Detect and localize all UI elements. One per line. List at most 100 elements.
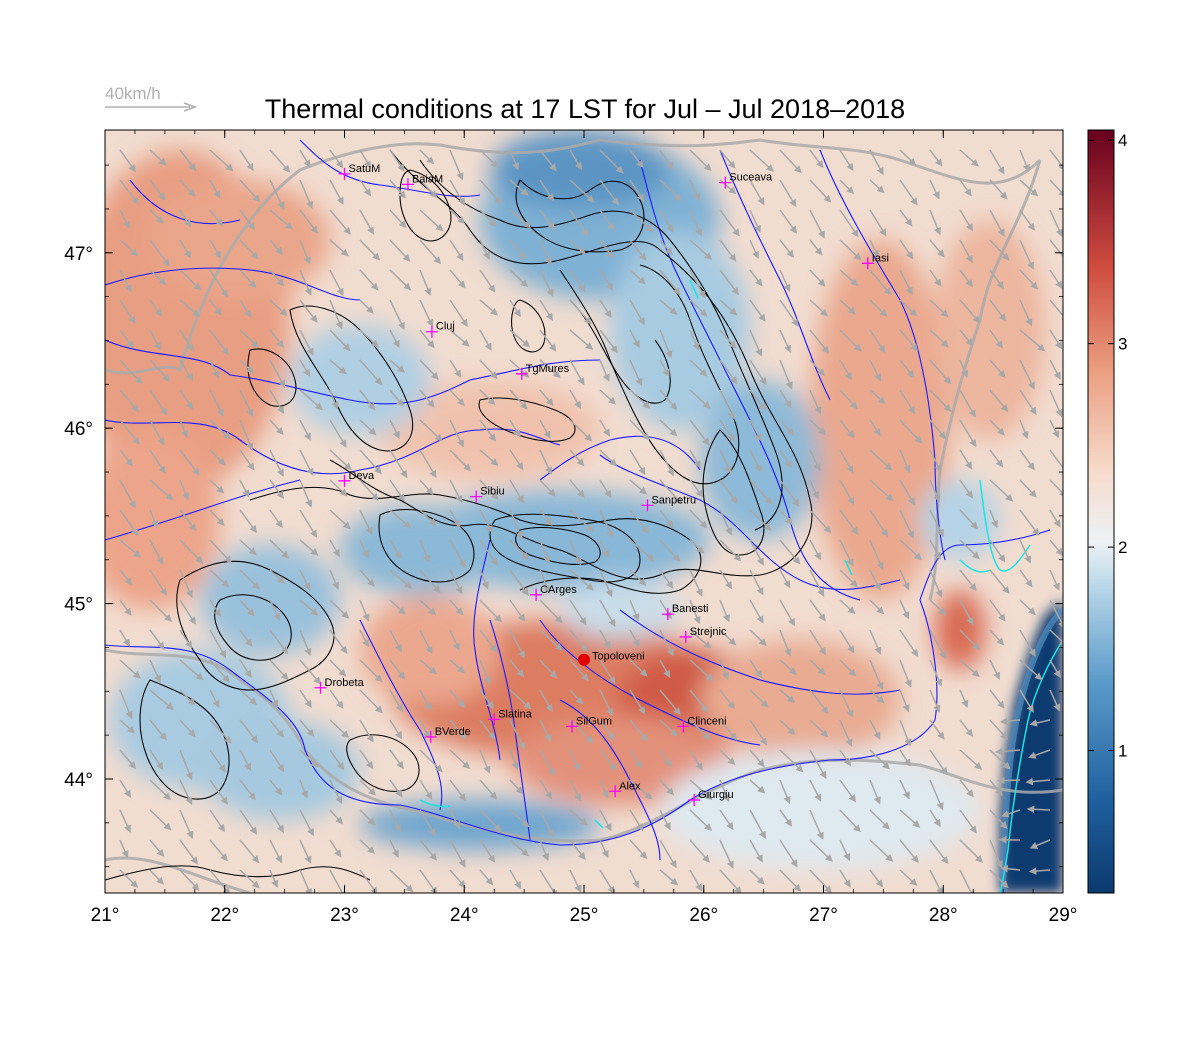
wind-arrow xyxy=(809,749,827,780)
wind-arrow xyxy=(989,179,1008,200)
wind-arrow xyxy=(989,359,1006,379)
wind-arrow xyxy=(839,179,855,195)
wind-arrow xyxy=(239,329,260,349)
wind-arrow xyxy=(299,359,311,377)
x-tick-label: 28° xyxy=(929,905,958,926)
wind-arrow xyxy=(989,449,1004,468)
wind-arrow xyxy=(239,629,253,647)
wind-arrow xyxy=(149,449,166,474)
wind-arrow xyxy=(779,389,792,409)
wind-arrow xyxy=(599,599,616,628)
city-marker-icon xyxy=(861,257,874,270)
wind-arrow xyxy=(629,719,648,742)
wind-arrow xyxy=(329,629,348,654)
wind-arrow xyxy=(419,839,438,861)
wind-arrow xyxy=(959,809,977,834)
wind-arrow xyxy=(299,539,319,556)
wind-arrow xyxy=(719,209,740,237)
wind-arrow xyxy=(869,299,888,317)
wind-arrow xyxy=(779,689,796,703)
wind-arrow xyxy=(599,659,616,685)
wind-arrow xyxy=(809,569,825,597)
wind-arrow xyxy=(269,689,279,708)
wind-arrow xyxy=(599,239,614,259)
wind-arrow xyxy=(1019,359,1035,390)
wind-arrow xyxy=(959,299,981,324)
wind-arrow xyxy=(1049,509,1061,528)
map-area xyxy=(105,130,1063,893)
wind-arrow xyxy=(749,329,763,357)
wind-arrow xyxy=(179,149,197,172)
wind-arrow xyxy=(839,299,856,315)
wind-arrow xyxy=(299,329,314,356)
wind-arrow xyxy=(359,419,377,436)
wind-arrow xyxy=(209,659,230,683)
wind-arrow xyxy=(539,389,554,407)
wind-arrow xyxy=(869,599,885,615)
wind-arrow xyxy=(929,629,947,660)
wind-arrow xyxy=(239,839,260,864)
wind-arrow xyxy=(359,719,374,743)
wind-arrow xyxy=(899,239,914,260)
wind-arrow xyxy=(659,629,674,657)
wind-arrow xyxy=(929,779,944,811)
wind-arrow xyxy=(839,839,851,862)
colorbar-tick-label: 2 xyxy=(1118,538,1127,557)
terrain-contours xyxy=(105,149,813,881)
wind-arrow xyxy=(539,239,552,266)
wind-arrow xyxy=(479,569,489,590)
wind-arrow xyxy=(419,719,430,740)
wind-arrow xyxy=(1049,659,1061,679)
wind-arrow xyxy=(659,239,673,256)
wind-arrow xyxy=(569,869,582,893)
wind-arrow xyxy=(539,659,558,679)
wind-arrow xyxy=(959,359,969,378)
wind-arrow xyxy=(569,749,581,772)
y-tick-label: 47° xyxy=(64,244,93,265)
wind-arrow xyxy=(929,509,944,538)
wind-arrow xyxy=(1019,149,1030,173)
wind-arrow xyxy=(629,269,646,285)
city-label: SatuM xyxy=(349,163,381,175)
wind-arrow xyxy=(869,509,889,538)
city-label: Sibiu xyxy=(480,486,504,498)
wind-arrow xyxy=(989,419,1005,436)
wind-arrow xyxy=(689,839,710,863)
x-tick-label: 26° xyxy=(689,905,718,926)
black-sea xyxy=(1000,600,1063,893)
city-label: Clinceni xyxy=(687,715,726,727)
x-tick-label: 22° xyxy=(210,905,239,926)
wind-arrow xyxy=(209,539,233,564)
wind-arrow xyxy=(389,209,407,229)
wind-arrow xyxy=(269,539,289,559)
wind-arrow xyxy=(599,569,613,598)
wind-arrow xyxy=(539,809,554,838)
wind-arrow xyxy=(419,689,432,711)
wind-arrow xyxy=(239,719,259,744)
wind-arrow xyxy=(809,659,826,676)
wind-arrow xyxy=(779,869,802,892)
wind-arrow xyxy=(119,539,142,558)
wind-arrow xyxy=(629,329,640,349)
y-tick-label: 45° xyxy=(64,595,93,616)
city-label: SilGum xyxy=(576,715,612,727)
wind-arrow xyxy=(569,359,585,386)
city-marker-icon xyxy=(470,490,483,503)
wind-arrow xyxy=(389,359,406,373)
wind-arrow xyxy=(269,389,285,415)
wind-arrow xyxy=(869,809,890,830)
wind-arrow xyxy=(869,869,884,888)
wind-arrow xyxy=(599,209,615,231)
wind-arrow xyxy=(1019,419,1029,440)
wind-arrow xyxy=(1049,689,1061,712)
wind-arrow xyxy=(959,629,981,651)
wind-arrow xyxy=(449,179,466,206)
wind-arrow xyxy=(569,599,587,626)
wind-arrow xyxy=(329,839,342,858)
wind-arrow xyxy=(209,149,234,172)
wind-scale-label: 40km/h xyxy=(105,84,161,103)
wind-arrow xyxy=(569,539,582,566)
wind-arrow xyxy=(389,239,411,262)
wind-arrow xyxy=(389,689,403,713)
wind-arrow xyxy=(839,809,861,833)
